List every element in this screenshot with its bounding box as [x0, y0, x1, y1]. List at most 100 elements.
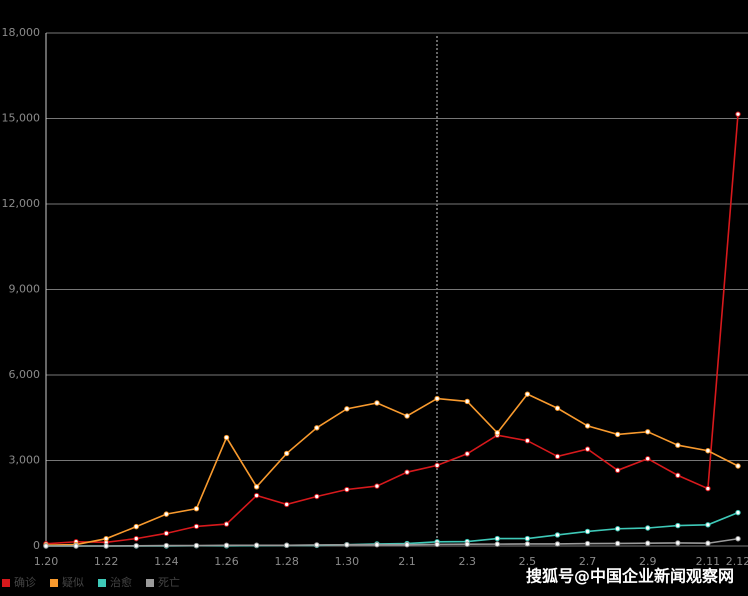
data-point	[584, 446, 591, 452]
data-point	[344, 406, 350, 412]
data-point	[434, 462, 440, 469]
x-tick-label: 2.5	[519, 555, 537, 568]
data-point	[554, 405, 561, 411]
data-point	[524, 391, 531, 397]
data-point	[464, 541, 470, 547]
x-tick-label: 1.28	[274, 555, 299, 568]
data-point	[675, 442, 681, 448]
data-point	[584, 540, 591, 547]
data-point	[314, 425, 320, 431]
x-tick-label: 2.9	[639, 555, 657, 568]
data-point	[645, 429, 651, 435]
x-tick-label: 2.3	[458, 555, 476, 568]
data-point	[614, 540, 621, 547]
data-point	[253, 542, 260, 548]
data-point	[735, 111, 741, 117]
data-point	[344, 486, 350, 493]
data-point	[554, 541, 561, 547]
data-point	[43, 543, 49, 549]
data-point	[705, 485, 711, 492]
data-point	[705, 522, 711, 528]
data-point	[163, 530, 170, 537]
y-tick-label: 12,000	[2, 197, 41, 210]
data-point	[103, 535, 109, 542]
data-point	[133, 523, 139, 530]
data-point	[283, 450, 290, 457]
data-point	[494, 430, 501, 436]
legend-label: 确诊	[14, 575, 36, 589]
data-point	[524, 541, 531, 547]
data-point	[524, 438, 531, 444]
y-tick-label: 18,000	[2, 26, 41, 39]
data-point	[404, 413, 410, 419]
data-point	[193, 523, 200, 530]
data-point	[314, 542, 320, 548]
data-point	[675, 522, 681, 529]
data-point	[464, 398, 470, 405]
data-point	[314, 493, 320, 500]
data-point	[645, 540, 651, 546]
x-tick-label: 1.20	[34, 555, 59, 568]
series-line	[45, 393, 739, 547]
data-point	[524, 535, 531, 542]
data-point	[735, 536, 741, 542]
data-point	[283, 542, 290, 548]
data-point	[193, 505, 200, 512]
data-point	[645, 525, 651, 531]
data-point	[705, 448, 711, 454]
y-tick-label: 9,000	[9, 283, 41, 296]
data-point	[374, 483, 380, 489]
x-tick-label: 1.26	[214, 555, 239, 568]
x-tick-label: 1.24	[154, 555, 179, 568]
data-point	[434, 541, 440, 548]
y-tick-label: 6,000	[9, 368, 41, 381]
legend-label: 死亡	[158, 575, 180, 589]
data-point	[133, 543, 139, 549]
data-point	[735, 463, 741, 469]
series-line	[46, 537, 739, 547]
data-point	[223, 434, 230, 441]
data-point	[404, 469, 410, 475]
data-point	[344, 542, 350, 548]
x-tick-label: 2.7	[579, 555, 597, 568]
y-tick-label: 15,000	[2, 112, 41, 125]
data-point	[193, 542, 200, 549]
data-point	[283, 501, 290, 508]
data-point	[735, 509, 741, 516]
x-tick-label: 1.22	[94, 555, 119, 568]
data-point	[675, 472, 681, 479]
data-point	[434, 395, 440, 402]
data-point	[223, 521, 230, 527]
data-point	[163, 511, 170, 517]
legend-swatch	[2, 579, 10, 587]
data-point	[464, 451, 470, 457]
y-tick-label: 3,000	[9, 454, 41, 467]
data-point	[404, 542, 410, 548]
data-point	[253, 484, 260, 490]
data-point	[374, 541, 380, 548]
data-point	[614, 431, 621, 438]
data-point	[614, 526, 621, 532]
data-point	[253, 492, 260, 499]
y-tick-label: 0	[33, 539, 40, 552]
legend-label: 治愈	[110, 575, 132, 589]
x-tick-label: 2.12	[726, 555, 748, 568]
data-point	[614, 467, 621, 474]
data-point	[133, 535, 139, 542]
data-point	[494, 535, 501, 542]
x-tick-label: 1.30	[335, 555, 360, 568]
data-point	[163, 542, 170, 549]
legend-swatch	[146, 579, 154, 587]
data-point	[374, 400, 380, 406]
data-point	[675, 540, 681, 546]
x-tick-label: 2.1	[398, 555, 416, 568]
data-point	[223, 542, 230, 549]
data-point	[73, 543, 79, 549]
data-point	[554, 453, 561, 460]
data-point	[705, 540, 711, 546]
data-point	[584, 423, 591, 429]
data-point	[103, 543, 109, 549]
data-point	[645, 456, 651, 462]
